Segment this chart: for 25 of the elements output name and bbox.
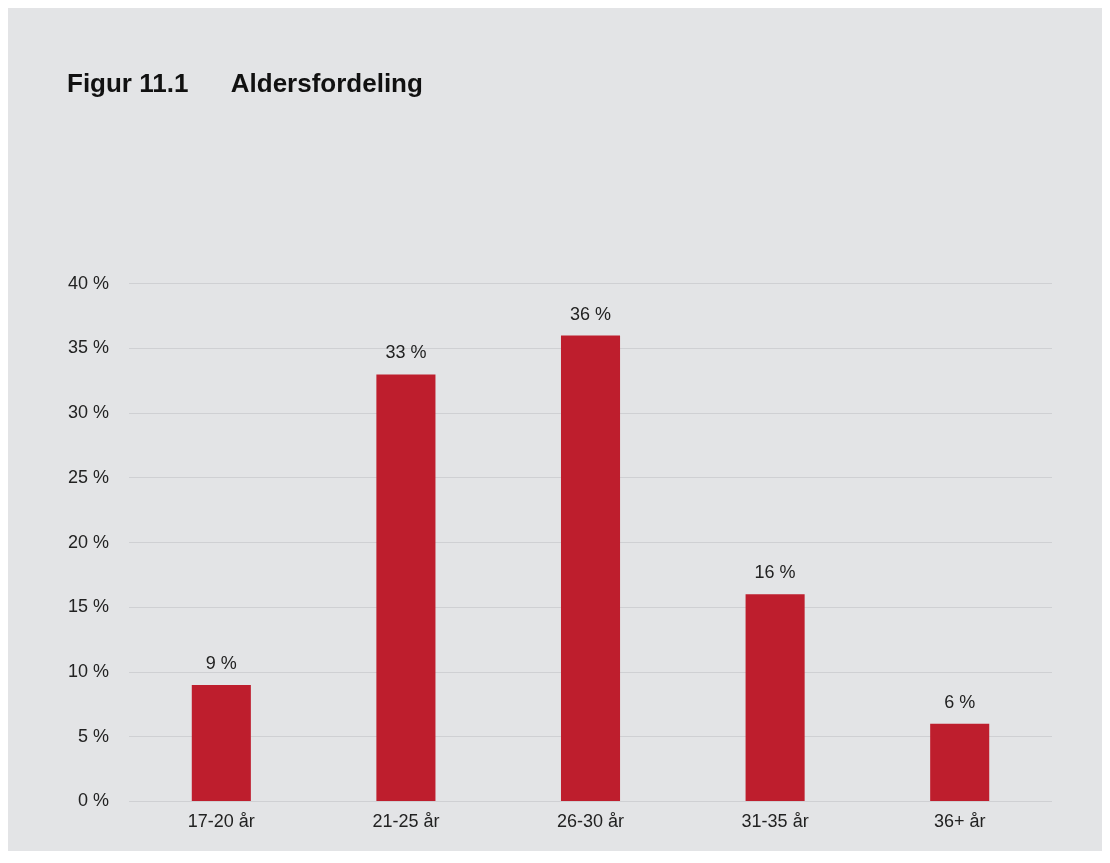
- x-tick-label: 17-20 år: [187, 811, 255, 832]
- x-tick-label: 31-35 år: [741, 811, 809, 832]
- data-label: 36 %: [570, 303, 612, 324]
- bar: [745, 594, 805, 801]
- y-tick-label: 20 %: [68, 531, 110, 552]
- y-tick-label: 25 %: [68, 466, 110, 487]
- x-tick-label: 26-30 år: [556, 811, 625, 832]
- bar: [376, 374, 436, 801]
- chart-title: Figur 11.1 Aldersfordeling: [67, 68, 423, 99]
- y-tick-label: 30 %: [68, 402, 110, 423]
- x-tick-label: 21-25 år: [372, 811, 440, 832]
- bar: [191, 684, 251, 801]
- bar: [560, 335, 621, 801]
- y-tick-label: 40 %: [68, 272, 110, 293]
- data-label: 9 %: [205, 652, 237, 673]
- data-label: 33 %: [385, 342, 427, 363]
- bar: [930, 723, 990, 801]
- y-tick-label: 10 %: [68, 660, 110, 681]
- y-tick-label: 5 %: [78, 725, 110, 746]
- data-label: 6 %: [944, 691, 976, 712]
- x-tick-label: 36+ år: [933, 811, 986, 832]
- y-tick-label: 0 %: [78, 790, 110, 811]
- y-tick-label: 15 %: [68, 596, 110, 617]
- y-tick-label: 35 %: [68, 337, 110, 358]
- data-label: 16 %: [754, 562, 796, 583]
